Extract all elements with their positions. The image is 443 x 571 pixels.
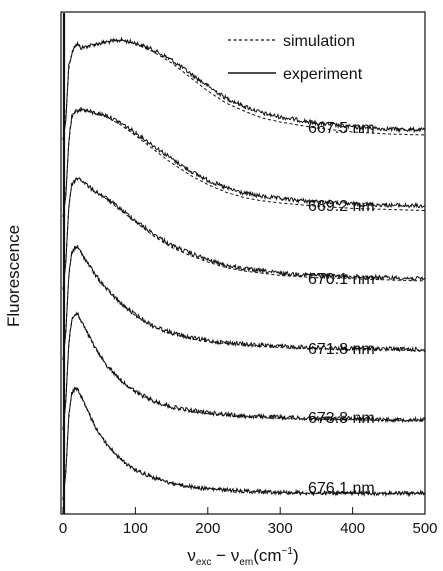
x-axis-title-nu2: ν (231, 546, 240, 565)
x-tick-label-3: 300 (268, 520, 293, 537)
curve-label-4: 673.8 nm (308, 410, 375, 427)
legend-experiment-label: experiment (283, 66, 363, 83)
x-axis-title: νexc − νem(cm−1) (187, 546, 298, 568)
traces-group (62, 13, 426, 514)
curve-label-3: 671.8 nm (308, 341, 375, 358)
legend-simulation-label: simulation (283, 33, 355, 50)
plot-frame (60, 11, 426, 515)
x-axis-title-unit-close: ) (293, 546, 299, 565)
curve-labels: 667.5 nm 669.2 nm 670.1 nm 671.8 nm 673.… (308, 120, 375, 497)
x-tick-label-4: 400 (340, 520, 365, 537)
experiment-trace-4 (62, 311, 426, 431)
x-axis-title-nu1: ν (187, 546, 196, 565)
curve-label-1: 669.2 nm (308, 198, 375, 215)
experiment-trace-2 (62, 177, 426, 291)
x-axis-title-unit: (cm (253, 546, 281, 565)
simulation-trace-0 (62, 39, 426, 141)
experiment-trace-1 (62, 107, 426, 218)
x-tick-label-2: 200 (195, 520, 220, 537)
x-tick-label-5: 500 (412, 520, 437, 537)
x-tick-label-0: 0 (59, 520, 67, 537)
experiment-trace-3 (62, 245, 426, 361)
x-axis-title-sub-em: em (239, 557, 253, 568)
legend: simulation experiment (228, 33, 363, 83)
y-axis-title: Fluorescence (4, 225, 23, 327)
curve-label-0: 667.5 nm (308, 120, 375, 137)
curve-label-5: 676.1 nm (308, 480, 375, 497)
experiment-trace-5 (62, 386, 426, 501)
x-axis-title-sub-exc: exc (196, 557, 212, 568)
x-axis-ticks: 0 100 200 300 400 500 (59, 507, 438, 537)
x-axis-title-minus: − (211, 546, 230, 565)
x-axis-title-unit-exp: −1 (282, 546, 294, 557)
curve-label-2: 670.1 nm (308, 271, 375, 288)
experiment-trace-0 (62, 36, 426, 141)
x-tick-label-1: 100 (123, 520, 148, 537)
